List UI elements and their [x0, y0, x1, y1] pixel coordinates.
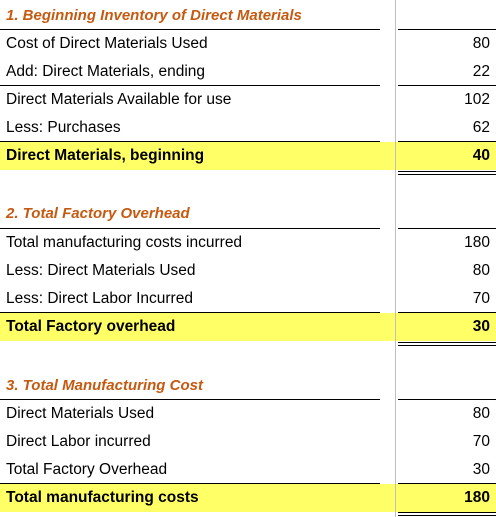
total-row: Total Factory overhead 30 [0, 313, 496, 341]
value-cell[interactable] [396, 200, 496, 228]
table-row: Direct Materials Used 80 [0, 400, 496, 428]
row-value[interactable]: 62 [472, 119, 490, 136]
subtotal-rule [398, 312, 496, 313]
total-value[interactable]: 40 [396, 142, 496, 170]
column-divider [395, 0, 396, 517]
table-row: Less: Direct Materials Used 80 [0, 257, 496, 285]
subtotal-rule [398, 85, 496, 86]
row-value[interactable]: 80 [472, 262, 490, 279]
double-underline [398, 171, 496, 172]
table-row: Direct Labor incurred 70 [0, 428, 496, 456]
row-value[interactable]: 102 [464, 91, 490, 108]
total-label[interactable]: Total manufacturing costs [0, 484, 395, 512]
table-row: Direct Materials Available for use 102 [0, 86, 496, 114]
row-label[interactable]: Direct Labor incurred [6, 433, 151, 450]
total-value[interactable]: 180 [396, 484, 496, 512]
value-cell[interactable] [396, 2, 496, 30]
section-title[interactable]: 3. Total Manufacturing Cost [6, 377, 203, 394]
row-value[interactable]: 70 [472, 290, 490, 307]
total-value[interactable]: 30 [396, 313, 496, 341]
total-label[interactable]: Direct Materials, beginning [0, 142, 395, 170]
subtotal-rule [398, 483, 496, 484]
section-title[interactable]: 1. Beginning Inventory of Direct Materia… [6, 7, 302, 24]
row-value[interactable]: 80 [472, 35, 490, 52]
row-label[interactable]: Less: Purchases [6, 119, 121, 136]
heading-underline [0, 399, 380, 400]
double-underline [398, 512, 496, 513]
subtotal-rule [398, 141, 496, 142]
heading-underline [398, 29, 496, 30]
heading-underline [398, 228, 496, 229]
heading-underline [398, 399, 496, 400]
heading-underline [0, 228, 380, 229]
total-label[interactable]: Total Factory overhead [0, 313, 395, 341]
row-label[interactable]: Less: Direct Materials Used [6, 262, 196, 279]
double-underline [398, 345, 496, 346]
section-3-heading-row: 3. Total Manufacturing Cost [0, 372, 496, 400]
row-value[interactable]: 80 [472, 405, 490, 422]
row-label[interactable]: Direct Materials Available for use [6, 91, 232, 108]
total-row: Direct Materials, beginning 40 [0, 142, 496, 170]
table-row: Cost of Direct Materials Used 80 [0, 30, 496, 58]
subtotal-rule [0, 312, 380, 313]
value-cell[interactable] [396, 372, 496, 400]
total-row: Total manufacturing costs 180 [0, 484, 496, 512]
subtotal-rule [0, 141, 380, 142]
table-row: Total Factory Overhead 30 [0, 456, 496, 484]
heading-underline [0, 29, 380, 30]
table-row: Total manufacturing costs incurred 180 [0, 229, 496, 257]
double-underline [398, 342, 496, 343]
row-value[interactable]: 30 [472, 461, 490, 478]
subtotal-rule [0, 85, 380, 86]
section-1-heading-row: 1. Beginning Inventory of Direct Materia… [0, 2, 496, 30]
row-value[interactable]: 180 [464, 234, 490, 251]
subtotal-rule [0, 483, 380, 484]
table-row: Add: Direct Materials, ending 22 [0, 58, 496, 86]
row-value[interactable]: 70 [472, 433, 490, 450]
double-underline [398, 515, 496, 516]
row-label[interactable]: Cost of Direct Materials Used [6, 35, 208, 52]
table-row: Less: Direct Labor Incurred 70 [0, 285, 496, 313]
section-2-heading-row: 2. Total Factory Overhead [0, 200, 496, 228]
table-row: Less: Purchases 62 [0, 114, 496, 142]
row-label[interactable]: Direct Materials Used [6, 405, 155, 422]
double-underline [398, 174, 496, 175]
row-label[interactable]: Less: Direct Labor Incurred [6, 290, 193, 307]
row-label[interactable]: Total manufacturing costs incurred [6, 234, 243, 251]
row-label[interactable]: Total Factory Overhead [6, 461, 168, 478]
row-value[interactable]: 22 [472, 63, 490, 80]
row-label[interactable]: Add: Direct Materials, ending [6, 63, 206, 80]
section-title[interactable]: 2. Total Factory Overhead [6, 205, 190, 222]
